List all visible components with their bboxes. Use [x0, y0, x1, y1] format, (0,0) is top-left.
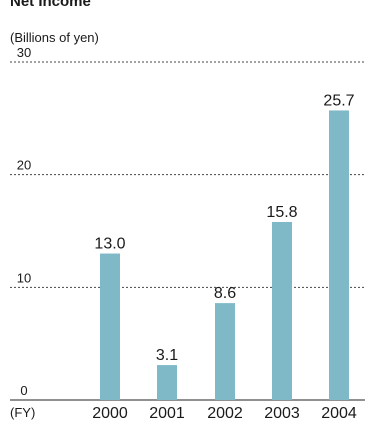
bar-2003 — [272, 221, 292, 400]
value-label-2001: 3.1 — [156, 347, 178, 364]
value-label-2003: 15.8 — [266, 204, 297, 221]
category-label-2004: 2004 — [321, 405, 357, 422]
category-label-2002: 2002 — [207, 405, 243, 422]
bar-2000 — [100, 253, 120, 400]
bar-2001 — [157, 365, 177, 400]
y-tick-label: 0 — [20, 383, 27, 398]
value-label-2002: 8.6 — [214, 285, 236, 302]
bars — [100, 110, 349, 401]
x-axis-label: (FY) — [10, 405, 35, 420]
category-label-2000: 2000 — [92, 405, 128, 422]
x-category-labels: 2000 2001 2002 2003 2004 — [92, 405, 357, 422]
value-label-2000: 13.0 — [94, 236, 125, 253]
y-tick-labels: 0 10 20 30 — [17, 45, 31, 398]
y-tick-label: 10 — [17, 270, 31, 285]
bar-2004 — [329, 110, 349, 401]
category-label-2003: 2003 — [264, 405, 300, 422]
grid-lines — [10, 61, 365, 401]
value-label-2004: 25.7 — [323, 92, 354, 109]
chart-title: Net Income — [10, 0, 91, 10]
value-labels: 13.0 3.1 8.6 15.8 25.7 — [94, 92, 354, 364]
y-tick-label: 20 — [17, 158, 31, 173]
bar-2002 — [215, 303, 235, 400]
y-tick-label: 30 — [17, 45, 31, 60]
unit-label: (Billions of yen) — [10, 30, 99, 45]
category-label-2001: 2001 — [149, 405, 185, 422]
